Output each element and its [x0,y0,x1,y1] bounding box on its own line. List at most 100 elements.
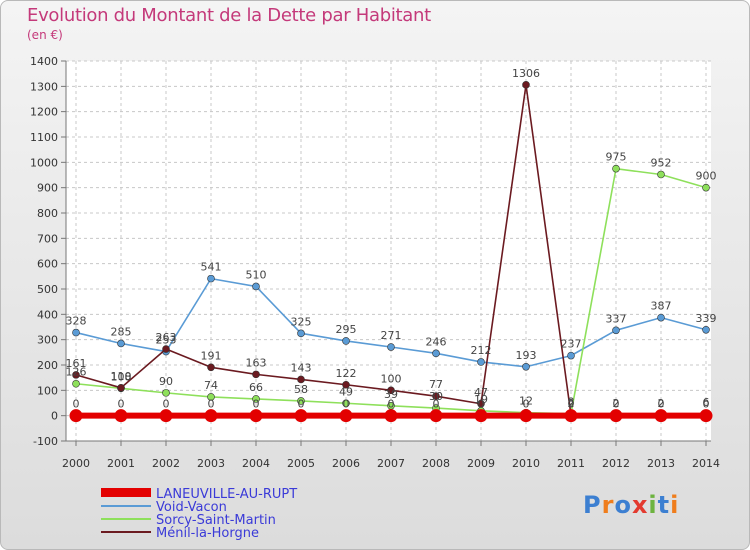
legend-swatch [101,488,151,497]
data-label: 47 [474,386,488,399]
y-tick-label: 900 [37,182,58,195]
data-label: 295 [336,323,357,336]
data-label: 39 [384,388,398,401]
y-tick-label: -100 [33,435,58,448]
data-label: 325 [291,315,312,328]
data-point [522,362,530,371]
y-tick-label: 500 [37,283,58,296]
data-label: 6 [703,396,710,409]
x-tick-label: 2014 [692,457,720,470]
data-label: 246 [426,335,447,348]
data-label: 0 [703,398,710,411]
data-point [567,351,575,360]
legend-label: Void-Vacon [156,500,227,515]
data-point [612,326,620,335]
y-tick-label: 700 [37,232,58,245]
x-tick-label: 2007 [377,457,405,470]
data-point [429,409,443,423]
data-label: 0 [433,398,440,411]
x-tick-label: 2013 [647,457,675,470]
data-label: 100 [381,372,402,385]
x-tick-label: 2004 [242,457,270,470]
data-point [252,395,260,403]
data-point [387,386,395,395]
data-label: 285 [111,325,132,338]
data-label: 263 [156,331,177,344]
data-label: 193 [516,349,537,362]
data-point [339,409,353,423]
data-label: 0 [73,398,80,411]
data-point [72,371,80,379]
data-label: 8 [568,396,575,409]
legend-label: Sorcy-Saint-Martin [156,513,276,528]
data-point [297,397,305,405]
data-point [342,337,350,345]
y-tick-label: 200 [37,359,58,372]
logo-letter: o [614,491,632,519]
y-tick-label: 1000 [30,156,58,169]
data-label: 12 [519,395,533,408]
data-label: 0 [118,398,125,411]
data-label: 387 [651,300,672,313]
data-point [252,370,260,379]
data-label: 161 [66,357,87,370]
y-tick-label: 100 [37,384,58,397]
data-label: 1306 [512,67,540,80]
x-tick-label: 2001 [107,457,135,470]
data-label: 0 [388,398,395,411]
data-label: 143 [291,361,312,374]
data-label: 339 [696,312,717,325]
logo-letter: x [631,491,649,519]
legend-label: Ménil-la-Horgne [156,526,259,541]
x-tick-label: 2000 [62,457,90,470]
y-tick-label: 1200 [30,106,58,119]
plot-area [66,61,711,441]
y-tick-label: 0 [51,410,58,423]
data-label: 2 [568,397,575,410]
data-label: 74 [204,379,218,392]
data-label: 30 [429,390,443,403]
data-point [564,409,578,423]
data-point [297,375,305,384]
x-tick-label: 2002 [152,457,180,470]
data-point [207,274,215,283]
data-point [207,393,215,401]
data-label: 77 [429,378,443,391]
data-label: 0 [568,398,575,411]
data-point [159,409,173,423]
x-tick-label: 2006 [332,457,360,470]
logo-letter: P [583,491,602,519]
logo-letter: r [601,491,615,519]
data-label: 900 [696,170,717,183]
data-label: 975 [606,151,627,164]
data-point [294,409,308,423]
data-label: 58 [294,383,308,396]
data-label: 237 [561,338,582,351]
data-label: 90 [159,375,173,388]
data-point [522,81,530,89]
data-label: 126 [66,366,87,379]
data-label: 0 [343,398,350,411]
data-point [114,409,128,423]
data-label: 952 [651,156,672,169]
chart-title: Evolution du Montant de la Dette par Hab… [27,5,431,26]
data-point [69,409,83,423]
y-tick-label: 1400 [30,55,58,68]
data-point [699,409,713,423]
data-label: 49 [339,385,353,398]
data-point [387,343,395,351]
data-label: 0 [253,398,260,411]
data-label: 253 [156,334,177,347]
data-point [702,325,710,334]
data-label: 0 [208,398,215,411]
data-label: 122 [336,367,357,380]
data-point [342,380,350,389]
y-tick-label: 400 [37,308,58,321]
y-tick-label: 1300 [30,80,58,93]
data-point [117,383,125,392]
data-label: 66 [249,381,263,394]
logo-letter: t [657,491,671,519]
data-label: 0 [478,398,485,411]
data-point [477,358,485,366]
data-label: 191 [201,349,222,362]
